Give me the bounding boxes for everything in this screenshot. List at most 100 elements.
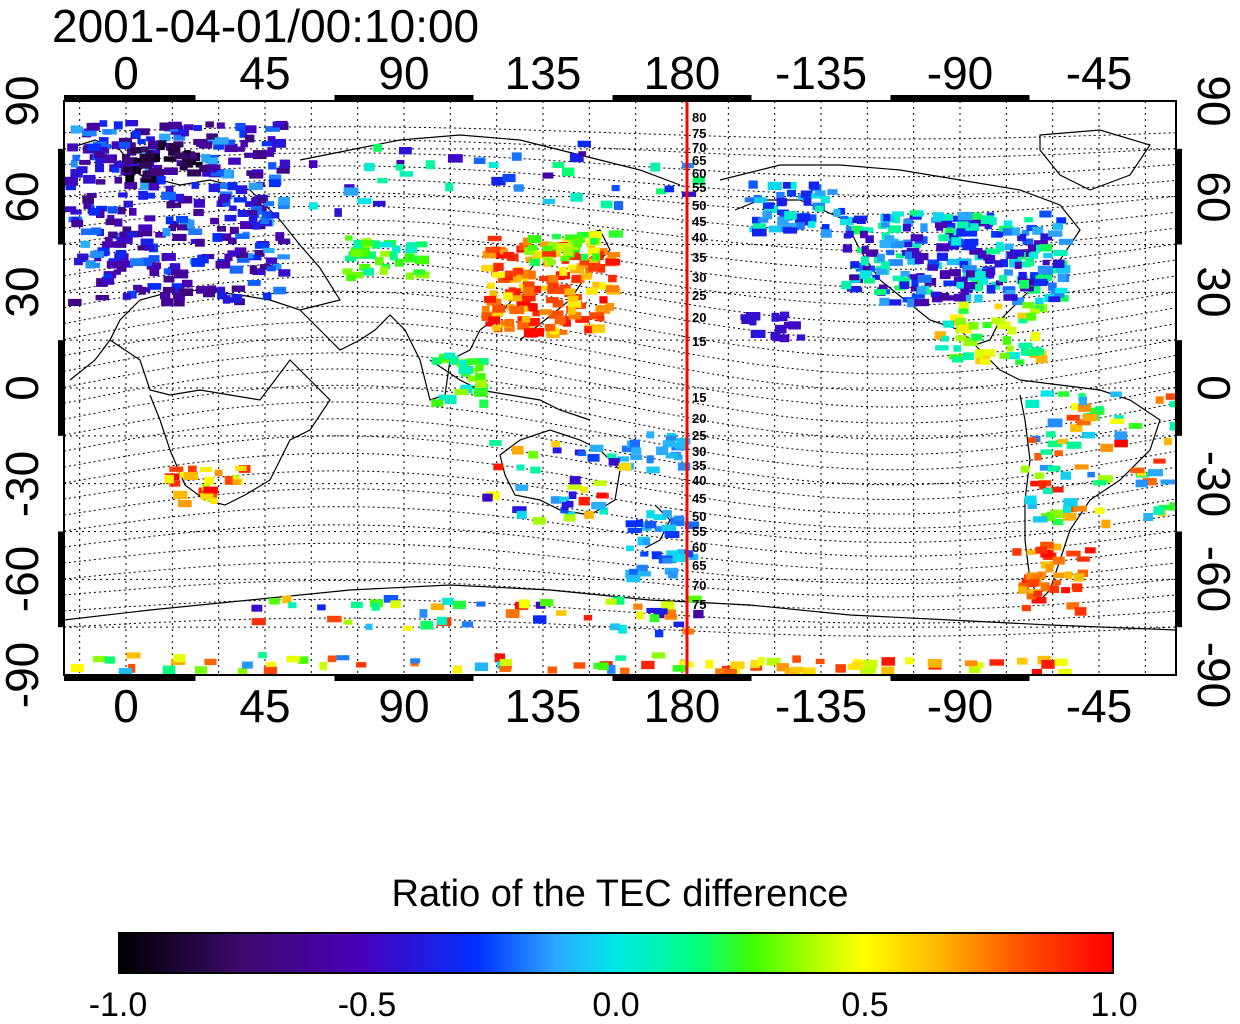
tec-cell [750,660,760,668]
tec-cell [1006,345,1014,352]
contour-line [64,542,1176,584]
tec-cell [784,211,797,220]
tec-cell [1025,278,1034,286]
tec-cell [379,266,388,275]
tec-cell [1078,403,1091,412]
tec-cell [415,271,430,279]
tec-cell [964,238,979,246]
tec-cell [977,250,987,259]
tec-cell [276,167,290,174]
tec-cell [227,250,240,256]
tec-cell [98,147,108,153]
tec-cell [528,244,538,251]
tec-cell [499,665,512,672]
tec-cell [183,472,199,480]
tec-cell [218,233,232,241]
frame-bar [64,95,196,101]
tec-cell [214,183,228,189]
tec-cell [1040,449,1053,455]
tec-cell [579,259,590,266]
tec-cell [86,122,100,131]
tec-cell [842,244,852,253]
tec-cell [1135,479,1148,488]
tec-cell [1110,418,1125,424]
tec-cell [684,521,699,529]
tec-cell [237,257,250,263]
tec-cell [67,143,79,152]
right-lat-tick: 0 [1188,375,1240,401]
tec-cell [666,550,679,556]
tec-cell [489,440,502,446]
tec-cell [488,316,501,325]
tec-cell [633,603,643,610]
tec-cell [576,231,591,238]
tec-cell [70,168,83,178]
tec-cell [1018,271,1027,278]
bottom-lon-tick: 90 [378,680,430,732]
tec-cell [235,185,248,195]
tec-cell [914,298,930,307]
tec-cell [372,240,381,249]
tec-cell [1003,294,1018,301]
tec-cell [900,270,910,277]
tec-cell [636,564,648,574]
tec-cell [999,352,1010,359]
tec-cell [850,261,860,268]
tec-cell [159,122,170,131]
tec-cell [161,298,174,307]
tec-cell [163,275,175,283]
tec-cell [803,197,812,206]
tec-cell [932,294,943,303]
tec-cell [641,660,655,670]
tec-cell [141,192,155,199]
tec-cell [220,169,232,179]
tec-cell [1047,440,1063,448]
tec-cell [268,162,277,170]
tec-cell [266,265,276,272]
top-lon-tick: 45 [239,47,291,99]
tec-cell [881,666,895,675]
tec-cell [886,249,895,256]
tec-cell [1030,332,1041,341]
tec-cell [141,146,149,153]
tec-cell [228,157,241,165]
tec-cell [912,242,921,248]
tec-cell [142,170,152,180]
tec-cell [986,284,996,294]
tec-cell [972,662,984,669]
tec-cell [512,506,527,513]
tec-cell [93,655,107,663]
tec-cell [122,292,132,300]
contour-line [64,401,1176,471]
bottom-lon-tick: -45 [1065,680,1133,732]
tec-cell [1010,227,1021,236]
tec-cell [486,491,500,500]
tec-cell [881,219,890,228]
tec-cell [273,286,287,295]
tec-cell [336,655,350,661]
tec-cell [941,218,952,224]
tec-cell [259,264,271,270]
tec-cell [503,251,515,259]
tec-cell [1169,502,1176,511]
tec-cell [203,289,215,298]
tec-cell [522,293,536,302]
tec-cell [334,208,342,217]
tec-cell [906,247,920,256]
tec-cell [353,239,363,249]
tec-cell [1040,390,1054,397]
tec-cell [363,268,371,276]
top-lon-tick: -90 [926,47,994,99]
tec-cell [262,292,272,300]
tec-cell [1024,495,1037,505]
tec-cell [160,292,171,300]
tec-cell [934,222,947,228]
tec-cell [1016,261,1031,268]
tec-cell [118,141,131,149]
tec-cell [975,349,984,358]
tec-cell [1101,519,1111,529]
tec-cell [547,288,560,294]
tec-cell [608,458,620,466]
tec-cell [1098,475,1113,483]
tec-cell [278,269,291,277]
